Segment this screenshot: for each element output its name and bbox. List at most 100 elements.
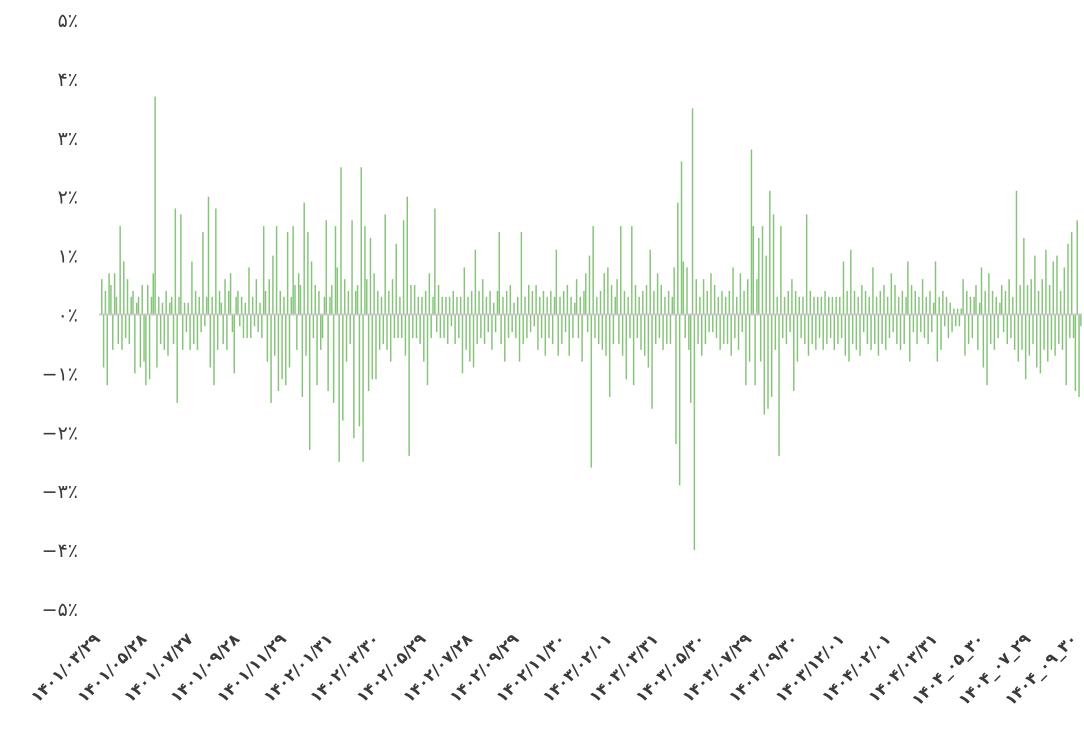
bar (246, 314, 248, 339)
bar (135, 302, 138, 315)
bar (894, 285, 896, 315)
bar (419, 314, 421, 344)
bar (828, 296, 830, 315)
bar (522, 314, 524, 344)
bar (923, 314, 926, 339)
bar (818, 314, 821, 339)
bar (222, 314, 224, 344)
bar (713, 285, 716, 315)
bar (378, 314, 381, 350)
bar (226, 314, 228, 350)
bar (643, 314, 646, 356)
bar (121, 314, 123, 350)
y-tick-label: ۵٪ (58, 10, 78, 32)
bar (1061, 314, 1064, 350)
bar (163, 314, 166, 350)
bar (176, 314, 178, 403)
bar (962, 279, 964, 315)
bar (279, 290, 281, 315)
bar (248, 267, 250, 315)
bar (651, 314, 653, 409)
bar (620, 226, 622, 315)
bar (367, 314, 370, 392)
bar (115, 296, 118, 315)
y-tick-label: ۰٪ (58, 305, 78, 327)
bar (590, 314, 593, 468)
bar (112, 314, 114, 350)
bar (244, 302, 247, 315)
bar (255, 279, 258, 315)
bar (1074, 314, 1077, 392)
bar (999, 302, 1001, 315)
bar (198, 296, 201, 315)
bar (920, 314, 922, 333)
bar (896, 314, 898, 344)
bar (1021, 314, 1023, 350)
bar (1063, 267, 1066, 315)
bar (603, 273, 605, 315)
bar (656, 273, 659, 315)
bar (513, 302, 515, 315)
bar (1015, 190, 1018, 315)
bar (410, 285, 412, 315)
bar (314, 285, 316, 315)
bar (732, 267, 734, 315)
bar (141, 285, 143, 315)
bar (274, 314, 276, 356)
bar (967, 314, 970, 344)
bar (723, 314, 725, 344)
bar (286, 232, 289, 315)
bar (918, 296, 920, 315)
bar (327, 314, 329, 392)
bar (369, 237, 372, 315)
bar (377, 290, 379, 315)
bar (373, 273, 375, 315)
bar (211, 296, 213, 315)
bar (1072, 314, 1075, 339)
bar (325, 220, 328, 315)
bar (848, 314, 850, 362)
bar (402, 220, 405, 315)
bar (695, 279, 697, 315)
y-tick-label: −۵٪ (42, 599, 78, 621)
bar (1017, 314, 1020, 362)
bar (331, 285, 333, 315)
bar (599, 290, 602, 315)
bar (540, 314, 543, 339)
bar (669, 314, 672, 344)
bar (456, 296, 458, 315)
bar (354, 290, 357, 315)
bar (752, 226, 755, 315)
bar (936, 314, 939, 362)
bar (220, 302, 223, 315)
bar (945, 296, 948, 315)
bar (594, 314, 596, 339)
bar (638, 296, 640, 315)
bar (623, 290, 626, 315)
bar (566, 285, 569, 315)
bar (1030, 279, 1032, 315)
bar (338, 314, 340, 462)
bar (124, 314, 127, 339)
bar (170, 296, 173, 315)
bar (320, 314, 322, 350)
bar (942, 290, 944, 315)
bar (426, 314, 429, 386)
bar (334, 226, 337, 315)
bar (592, 226, 594, 315)
bar (929, 290, 931, 315)
bar (851, 314, 854, 344)
bar (439, 314, 442, 339)
bar (666, 314, 668, 344)
bar (191, 261, 193, 315)
bar (113, 273, 116, 315)
bar (588, 255, 591, 315)
bar (986, 314, 988, 386)
bar (432, 296, 434, 315)
bar (910, 285, 913, 315)
bar (465, 314, 467, 350)
bar (145, 314, 147, 386)
bar (106, 314, 108, 386)
bar (710, 273, 712, 315)
bar (1023, 237, 1025, 315)
